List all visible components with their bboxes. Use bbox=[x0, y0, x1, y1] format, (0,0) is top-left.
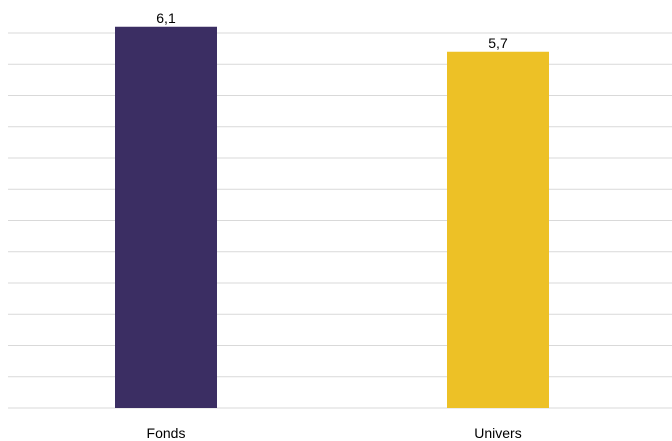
category-labels: Fonds Univers bbox=[147, 425, 522, 441]
category-label-fonds: Fonds bbox=[147, 425, 186, 441]
value-labels: 6,1 5,7 bbox=[156, 10, 508, 51]
value-label-fonds: 6,1 bbox=[156, 10, 176, 26]
gridlines bbox=[8, 32, 672, 409]
category-label-univers: Univers bbox=[474, 425, 521, 441]
bar-univers bbox=[447, 51, 549, 408]
bar-fonds bbox=[115, 26, 217, 408]
bars bbox=[115, 26, 549, 408]
value-label-univers: 5,7 bbox=[488, 35, 508, 51]
